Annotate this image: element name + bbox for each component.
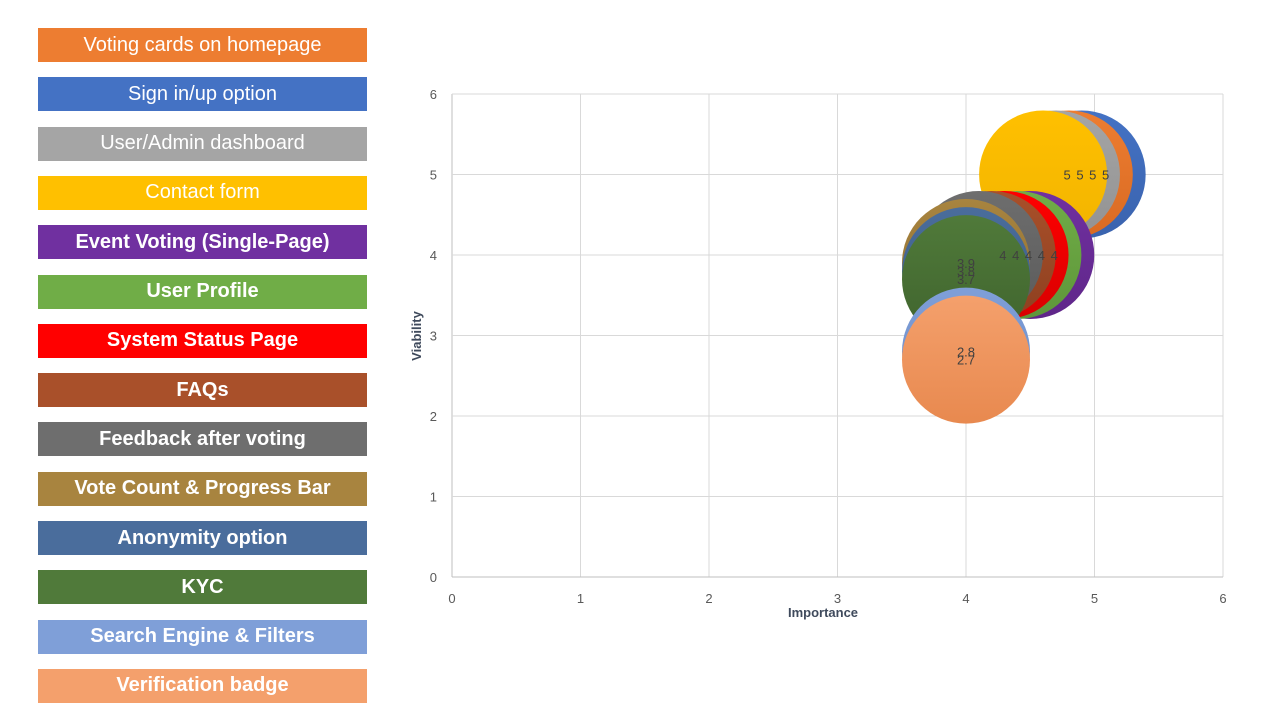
legend-item: Voting cards on homepage — [38, 28, 367, 62]
x-tick-label: 1 — [577, 591, 584, 606]
bubbles — [902, 110, 1146, 424]
x-axis-title: Importance — [788, 605, 858, 620]
legend-item: Search Engine & Filters — [38, 619, 367, 654]
data-label: 5 — [1076, 168, 1083, 183]
data-label: 4 — [1038, 248, 1045, 263]
y-tick-label: 1 — [430, 490, 437, 505]
y-tick-label: 4 — [430, 248, 437, 263]
y-tick-label: 2 — [430, 409, 437, 424]
x-tick-label: 4 — [962, 591, 969, 606]
x-tick-label: 6 — [1219, 591, 1226, 606]
data-label: 5 — [1102, 168, 1109, 183]
legend-item: User/Admin dashboard — [38, 126, 367, 161]
legend-item: KYC — [38, 570, 367, 605]
bubble — [902, 295, 1030, 424]
y-tick-label: 3 — [430, 329, 437, 344]
y-tick-label: 6 — [430, 87, 437, 102]
axes: 0 1 2 3 4 5 6 0 1 2 3 4 5 6 — [430, 87, 1227, 606]
legend-item: Contact form — [38, 175, 367, 210]
legend-item: Feedback after voting — [38, 422, 367, 457]
data-label: 4 — [1051, 248, 1058, 263]
y-tick-label: 0 — [430, 570, 437, 585]
x-tick-label: 2 — [705, 591, 712, 606]
y-axis-title: Viability — [409, 310, 424, 360]
data-label: 4 — [999, 248, 1006, 263]
data-label: 2.7 — [957, 353, 975, 368]
x-tick-label: 0 — [448, 591, 455, 606]
legend-item: Event Voting (Single-Page) — [38, 225, 367, 260]
legend-item: Vote Count & Progress Bar — [38, 471, 367, 506]
legend-item: System Status Page — [38, 323, 367, 358]
data-label: 4 — [1012, 248, 1019, 263]
data-label: 5 — [1063, 168, 1070, 183]
gridlines — [451, 93, 1224, 578]
legend-item: User Profile — [38, 274, 367, 309]
legend-item: Verification badge — [38, 668, 367, 703]
x-tick-label: 5 — [1091, 591, 1098, 606]
data-label: 3.8 — [957, 264, 975, 279]
data-label: 3.7 — [957, 272, 975, 287]
legend-item: FAQs — [38, 373, 367, 408]
data-label: 2.8 — [957, 345, 975, 360]
data-label: 3.9 — [957, 256, 975, 271]
data-label: 4 — [1025, 248, 1032, 263]
legend-item: Sign in/up option — [38, 77, 367, 112]
data-label: 5 — [1089, 168, 1096, 183]
legend-item: Anonymity option — [38, 521, 367, 555]
x-tick-label: 3 — [834, 591, 841, 606]
y-tick-label: 5 — [430, 168, 437, 183]
